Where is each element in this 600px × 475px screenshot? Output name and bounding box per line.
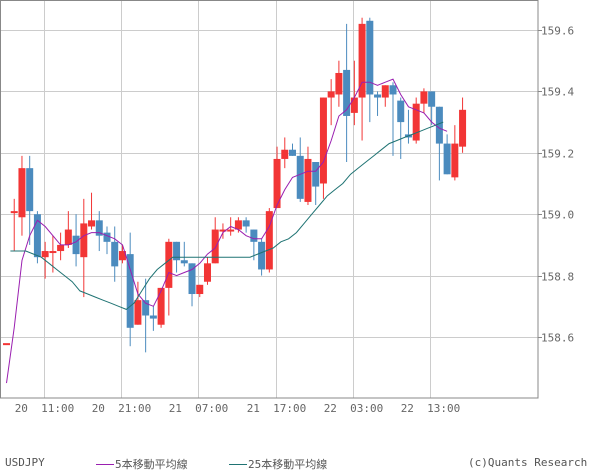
candle [435, 106, 443, 144]
candle [412, 103, 420, 141]
y-tick-label: 158.6 [541, 332, 574, 345]
legend-symbol: USDJPY [5, 456, 45, 469]
candle [41, 251, 49, 258]
candle [219, 229, 227, 232]
x-tick-label: 21 07:00 [169, 402, 229, 415]
copyright-label: (c)Quants Research [468, 456, 588, 469]
candle [250, 229, 258, 242]
candle [366, 20, 374, 95]
candle [265, 211, 273, 270]
candle [95, 220, 103, 236]
ma25-label: 25本移動平均線 [248, 458, 328, 471]
symbol-label: USDJPY [5, 456, 45, 469]
x-tick-label: 22 13:00 [401, 402, 461, 415]
candle [33, 214, 41, 258]
y-tick-label: 159.4 [541, 86, 574, 99]
candle [26, 168, 34, 212]
candle [343, 69, 351, 116]
ma5-line [6, 78, 448, 384]
candle [327, 91, 335, 98]
candle [188, 263, 196, 295]
x-tick-label: 22 03:00 [324, 402, 384, 415]
candle [381, 85, 389, 98]
candle [180, 260, 188, 264]
candle [296, 155, 304, 199]
candle [88, 220, 96, 227]
grid: 159.6 159.4 159.2 159.0 158.8 158.6 20 11:00 20… [1, 0, 574, 415]
candle [234, 220, 242, 230]
x-tick-label: 21 17:00 [247, 402, 307, 415]
candle [142, 300, 150, 316]
candle [126, 254, 134, 328]
candle [149, 315, 157, 319]
candle [111, 241, 119, 267]
candle [289, 149, 297, 156]
candle [389, 85, 397, 95]
candle [459, 109, 467, 147]
candle [134, 300, 142, 325]
candlestick-chart: 159.6 159.4 159.2 159.0 158.8 158.6 20 11:00 20… [0, 0, 574, 415]
candle [420, 91, 428, 104]
legend-copyright: (c)Quants Research [468, 456, 587, 469]
candle [80, 223, 88, 258]
candle [304, 158, 312, 202]
candle [49, 251, 57, 254]
candle [312, 162, 320, 187]
candle [451, 143, 459, 178]
candle [242, 220, 250, 227]
candle [397, 100, 405, 123]
y-tick-label: 158.8 [541, 271, 574, 284]
candle [374, 94, 382, 98]
y-tick-label: 159.6 [541, 25, 574, 38]
ma5-label: 5本移動平均線 [115, 458, 188, 471]
candle [443, 143, 451, 175]
candles [3, 17, 467, 353]
ma25-line [10, 121, 444, 310]
candle [72, 235, 80, 255]
x-tick-label: 20 11:00 [15, 402, 75, 415]
candle [428, 91, 436, 107]
ma5-swatch-icon [96, 463, 114, 465]
candle [319, 97, 327, 184]
plot-frame [0, 0, 539, 399]
candle [227, 229, 235, 232]
candle [335, 72, 343, 95]
candle [165, 241, 173, 288]
candle [118, 251, 126, 261]
candle [211, 229, 219, 264]
candle [64, 229, 72, 245]
candle [3, 343, 10, 346]
candle [103, 232, 111, 242]
candle [281, 149, 289, 159]
candle [273, 158, 281, 209]
y-tick-label: 159.2 [541, 148, 574, 161]
y-tick-label: 159.0 [541, 209, 574, 222]
candle [258, 241, 266, 270]
candle [358, 23, 366, 98]
legend-ma5: 5本移動平均線 [96, 456, 188, 472]
candle [157, 287, 165, 325]
candle [350, 97, 358, 113]
ma25-swatch-icon [229, 463, 247, 465]
legend-ma25: 25本移動平均線 [229, 456, 327, 472]
candle [18, 168, 26, 218]
candle [57, 244, 65, 252]
candle [173, 241, 181, 261]
x-tick-label: 20 21:00 [92, 402, 152, 415]
candle [10, 211, 18, 214]
candle [196, 284, 204, 295]
candle [203, 263, 211, 282]
